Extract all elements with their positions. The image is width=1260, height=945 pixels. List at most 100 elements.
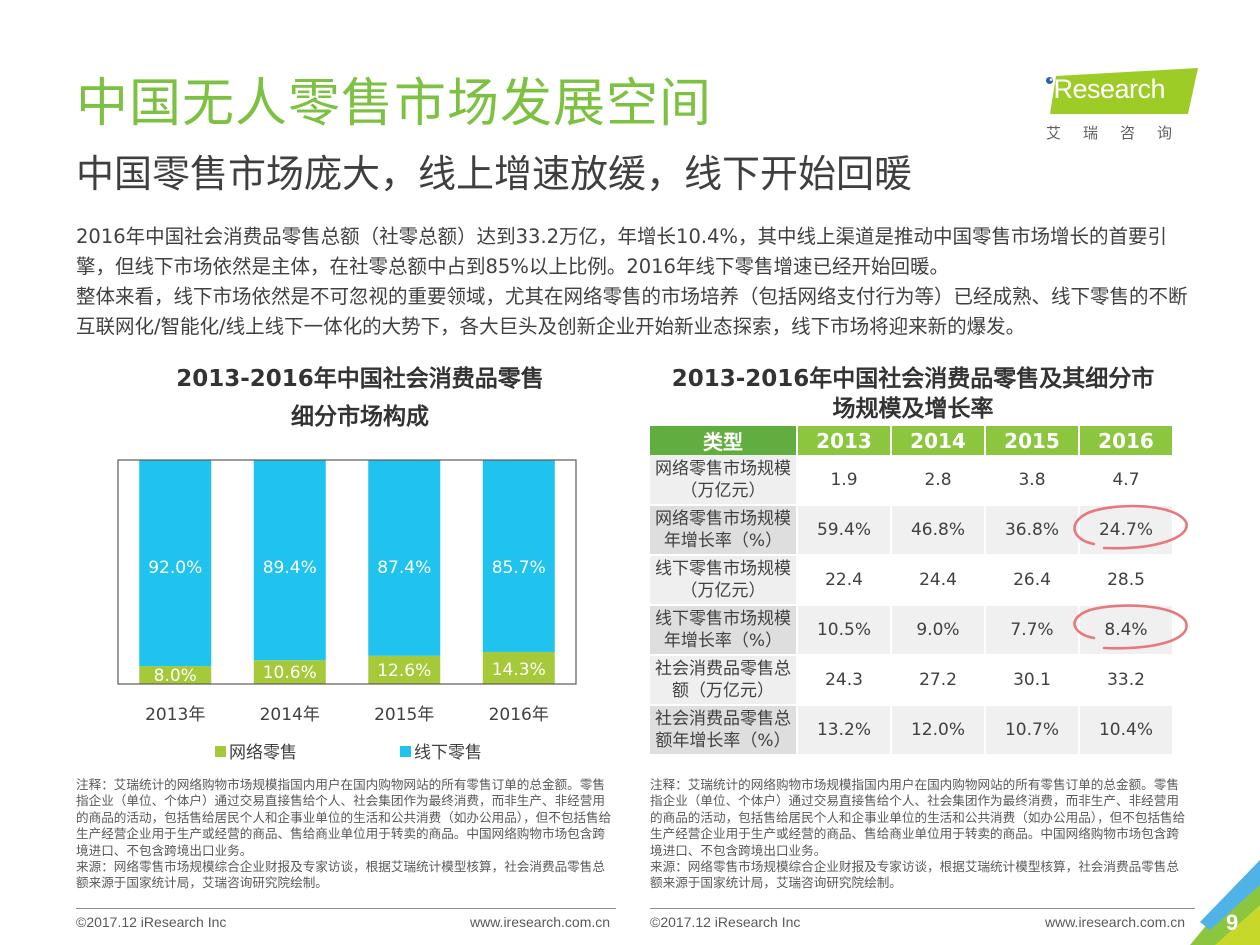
- legend-label: 网络零售: [229, 743, 297, 763]
- bar-data-label: 92.0%: [148, 558, 202, 578]
- note-left-remark: 注释：艾瑞统计的网络购物市场规模指国内用户在国内购物网站的所有零售订单的总金额。…: [76, 777, 612, 858]
- page-title: 中国无人零售市场发展空间: [76, 74, 713, 134]
- table-cell-2015: 3.8: [985, 455, 1080, 506]
- column-header-2016: 2016: [1079, 426, 1174, 455]
- row-label: 社会消费品零售总 额年增长率（%）: [650, 705, 798, 756]
- table-title-line-1: 2013-2016年中国社会消费品零售及其细分市: [671, 366, 1155, 392]
- table-cell-2014: 9.0%: [891, 605, 986, 656]
- footer-url-right[interactable]: www.iresearch.com.cn: [1045, 914, 1186, 930]
- bar-data-label: 85.7%: [492, 558, 546, 578]
- page-subtitle: 中国零售市场庞大，线上增速放缓，线下开始回暖: [76, 152, 913, 196]
- note-right: 注释：艾瑞统计的网络购物市场规模指国内用户在国内购物网站的所有零售订单的总金额。…: [650, 777, 1190, 892]
- x-tick-label: 2014年: [260, 705, 320, 725]
- note-right-source: 来源：网络零售市场规模综合企业财报及专家访谈，根据艾瑞统计模型核算，社会消费品零…: [650, 859, 1179, 891]
- intro-paragraph-2: 整体来看，线下市场依然是不可忽视的重要领域，尤其在网络零售的市场培养（包括网络支…: [76, 285, 1188, 338]
- table-cell-2016: 28.5: [1079, 555, 1174, 606]
- column-header-2013: 2013: [797, 426, 892, 455]
- row-label-line: 社会消费品零售总: [655, 659, 791, 679]
- table-cell-2016: 4.7: [1079, 455, 1174, 506]
- table-header-row: 类型 2013 2014 2015 2016: [650, 426, 1174, 455]
- bar-data-label: 87.4%: [377, 558, 431, 578]
- page-number: 9: [1226, 910, 1239, 935]
- row-label-line: 年增长率（%）: [663, 531, 783, 551]
- bar-segment-offline: [139, 460, 212, 667]
- table-cell-2016: 33.2: [1079, 655, 1174, 706]
- bar-chart-title-line-2: 细分市场构成: [291, 404, 429, 430]
- table-cell-2014: 27.2: [891, 655, 986, 706]
- logo-brand-cn: 艾瑞咨询: [1046, 124, 1195, 142]
- column-header-2014: 2014: [891, 426, 986, 455]
- bar-chart-title: 2013-2016年中国社会消费品零售 细分市场构成: [150, 360, 570, 436]
- footer-divider-left: [76, 908, 616, 909]
- legend-swatch-online: [215, 746, 226, 757]
- table-row: 网络零售市场规模 （万亿元） 1.9 2.8 3.8 4.7: [650, 455, 1174, 506]
- x-tick-label: 2016年: [489, 705, 549, 725]
- bar-segment-online: [368, 655, 441, 684]
- market-size-table: 类型 2013 2014 2015 2016 网络零售市场规模 （万亿元） 1.9 2…: [650, 426, 1174, 756]
- iresearch-logo: iResearch 艾瑞咨询: [1040, 64, 1200, 144]
- bar-data-label: 12.6%: [377, 661, 431, 681]
- table-cell-2014: 24.4: [891, 555, 986, 606]
- column-header-2015: 2015: [985, 426, 1080, 455]
- row-label-line: 线下零售市场规模: [655, 559, 791, 579]
- column-header-type: 类型: [650, 426, 798, 455]
- table-cell-2014: 2.8: [891, 455, 986, 506]
- table-row: 线下零售市场规模 （万亿元） 22.4 24.4 26.4 28.5: [650, 555, 1174, 606]
- table-cell-2013: 13.2%: [797, 705, 892, 756]
- row-label: 网络零售市场规模 （万亿元）: [650, 455, 798, 506]
- table-cell-2014: 46.8%: [891, 505, 986, 556]
- table-cell-2013: 1.9: [797, 455, 892, 506]
- table-row: 社会消费品零售总 额（万亿元） 24.3 27.2 30.1 33.2: [650, 655, 1174, 706]
- footer-url-left[interactable]: www.iresearch.com.cn: [470, 914, 611, 930]
- table-title-line-2: 场规模及增长率: [832, 396, 994, 422]
- row-label-line: （万亿元）: [680, 480, 766, 501]
- x-tick-label: 2015年: [374, 705, 434, 725]
- row-label: 线下零售市场规模 （万亿元）: [650, 555, 798, 606]
- row-label: 线下零售市场规模 年增长率（%）: [650, 605, 798, 656]
- bar-segment-offline: [482, 460, 555, 652]
- table-cell-2016: 8.4%: [1079, 605, 1174, 656]
- row-label-line: 网络零售市场规模: [655, 458, 791, 479]
- table-cell-2015: 36.8%: [985, 505, 1080, 556]
- bar-data-label: 10.6%: [263, 663, 317, 683]
- table-cell-2014: 12.0%: [891, 705, 986, 756]
- table-title: 2013-2016年中国社会消费品零售及其细分市 场规模及增长率: [648, 364, 1178, 424]
- bar-segment-offline: [368, 460, 441, 656]
- footer-divider-right: [650, 908, 1195, 909]
- legend-swatch-offline: [400, 746, 411, 757]
- intro-paragraph-1: 2016年中国社会消费品零售总额（社零总额）达到33.2万亿，年增长10.4%，…: [76, 225, 1167, 278]
- bar-segment-online: [139, 666, 212, 684]
- row-label: 网络零售市场规模 年增长率（%）: [650, 505, 798, 556]
- logo-band-shape: [1050, 68, 1198, 114]
- stacked-bar-chart: 8.0%92.0%10.6%89.4%12.6%87.4%14.3%85.7% …: [117, 459, 577, 763]
- footer-copyright-right: ©2017.12 iResearch Inc: [650, 914, 801, 930]
- table-cell-2013: 10.5%: [797, 605, 892, 656]
- row-label-line: 社会消费品零售总: [655, 709, 791, 729]
- row-label-line: 年增长率（%）: [663, 631, 783, 651]
- table-cell-2015: 30.1: [985, 655, 1080, 706]
- row-label-line: 额年增长率（%）: [655, 731, 791, 751]
- bar-chart-title-line-1: 2013-2016年中国社会消费品零售: [176, 366, 544, 392]
- table-cell-2013: 22.4: [797, 555, 892, 606]
- note-right-remark: 注释：艾瑞统计的网络购物市场规模指国内用户在国内购物网站的所有零售订单的总金额。…: [650, 777, 1186, 858]
- table-cell-2016: 10.4%: [1079, 705, 1174, 756]
- table-cell-2013: 24.3: [797, 655, 892, 706]
- row-label: 社会消费品零售总 额（万亿元）: [650, 655, 798, 706]
- note-left-source: 来源：网络零售市场规模综合企业财报及专家访谈，根据艾瑞统计模型核算，社会消费品零…: [76, 859, 605, 891]
- table-cell-2015: 10.7%: [985, 705, 1080, 756]
- intro-text: 2016年中国社会消费品零售总额（社零总额）达到33.2万亿，年增长10.4%，…: [76, 222, 1196, 342]
- legend-label: 线下零售: [414, 743, 482, 763]
- table-cell-2013: 59.4%: [797, 505, 892, 556]
- row-label-line: 额（万亿元）: [672, 681, 774, 701]
- note-left: 注释：艾瑞统计的网络购物市场规模指国内用户在国内购物网站的所有零售订单的总金额。…: [76, 777, 616, 892]
- table-row: 线下零售市场规模 年增长率（%） 10.5% 9.0% 7.7% 8.4%: [650, 605, 1174, 656]
- logo-dot-icon: [1046, 77, 1053, 84]
- table-row: 网络零售市场规模 年增长率（%） 59.4% 46.8% 36.8% 24.7%: [650, 505, 1174, 556]
- bar-segment-online: [253, 660, 326, 684]
- bar-segment-offline: [253, 460, 326, 661]
- plot-frame: [117, 459, 577, 685]
- row-label-line: 网络零售市场规模: [655, 509, 791, 529]
- bar-segment-online: [482, 651, 555, 684]
- bar-data-label: 14.3%: [492, 660, 546, 680]
- table-cell-2016: 24.7%: [1079, 505, 1174, 556]
